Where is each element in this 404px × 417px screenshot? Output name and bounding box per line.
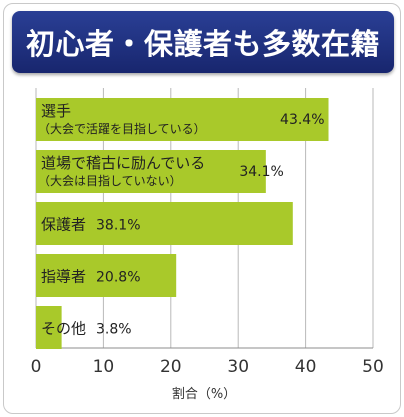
value-label: 20.8% — [96, 270, 140, 286]
x-tick-label: 50 — [362, 357, 384, 377]
category-label: 指導者 — [41, 268, 86, 286]
x-tick-label: 0 — [31, 357, 42, 377]
value-label: 34.1% — [239, 164, 283, 180]
category-label: 選手 — [41, 102, 71, 120]
value-label: 43.4% — [280, 112, 324, 128]
category-label: その他 — [41, 320, 86, 338]
category-label: 保護者 — [41, 216, 86, 234]
bar — [36, 202, 293, 245]
category-sublabel: （大会は目指していない） — [38, 173, 182, 188]
value-label: 38.1% — [96, 218, 140, 234]
x-axis-title: 割合（%） — [172, 386, 236, 402]
x-tick-label: 10 — [93, 357, 115, 377]
value-label: 3.8% — [96, 322, 132, 338]
bar — [36, 150, 266, 193]
category-label: 道場で稽古に励んでいる — [41, 154, 205, 172]
x-tick-label: 30 — [227, 357, 249, 377]
x-tick-label: 20 — [160, 357, 182, 377]
category-sublabel: （大会で活躍を目指している） — [38, 121, 206, 136]
bar — [36, 306, 62, 349]
bar — [36, 98, 329, 141]
x-tick-label: 40 — [295, 357, 317, 377]
bar — [36, 254, 177, 297]
chart-title: 初心者・保護者も多数在籍 — [12, 11, 394, 73]
